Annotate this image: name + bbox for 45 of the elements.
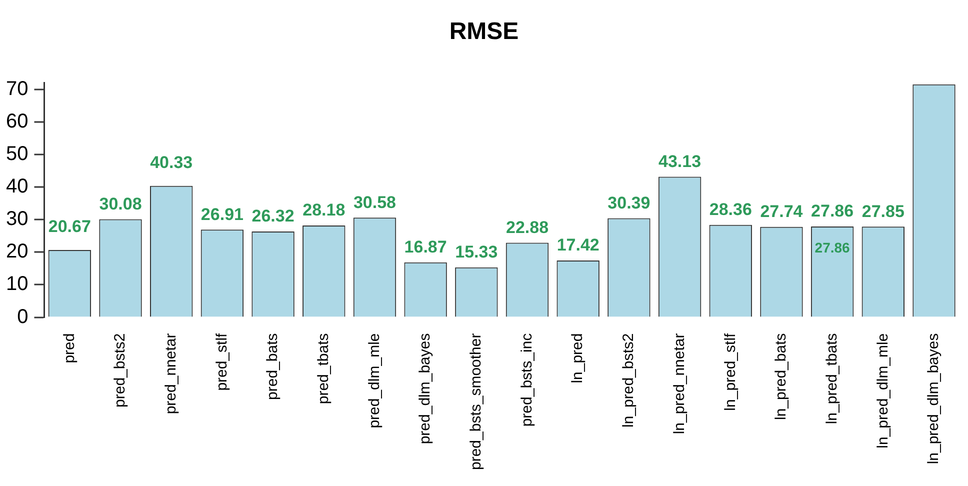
y-tick-label: 60 bbox=[6, 110, 28, 132]
x-tick-label: ln_pred bbox=[569, 333, 586, 384]
data-label: 26.32 bbox=[252, 206, 294, 226]
chart-title: RMSE bbox=[449, 18, 519, 46]
x-tick-label: ln_pred_tbats bbox=[823, 333, 840, 424]
x-tick-label: ln_pred_bats bbox=[772, 333, 790, 420]
y-tick-label: 10 bbox=[6, 273, 28, 296]
x-tick-label: ln_pred_dlm_bayes bbox=[925, 333, 942, 464]
y-tick-label: 0 bbox=[17, 306, 28, 328]
y-tick-label: 30 bbox=[6, 208, 28, 230]
data-label: 30.58 bbox=[353, 192, 396, 212]
x-tick-label: ln_pred_nnetar bbox=[670, 333, 688, 434]
data-label: 15.33 bbox=[455, 242, 498, 262]
x-tick-label: pred_tbats bbox=[315, 333, 332, 404]
y-tick-label: 20 bbox=[6, 240, 28, 263]
x-tick-label: pred_bsts_smoother bbox=[468, 333, 485, 470]
data-label: 27.86 bbox=[811, 202, 854, 221]
data-label: 40.33 bbox=[150, 153, 193, 172]
x-tick-label: pred_bsts_inc bbox=[518, 332, 536, 427]
data-label: 30.39 bbox=[608, 193, 650, 212]
x-tick-label: pred_bats bbox=[264, 333, 282, 400]
y-tick-label: 50 bbox=[6, 142, 28, 165]
data-label: 28.18 bbox=[302, 200, 346, 220]
x-tick-label: pred_dlm_bayes bbox=[416, 333, 434, 444]
data-label: 27.85 bbox=[862, 202, 904, 221]
x-tick-label: ln_pred_stlf bbox=[722, 332, 739, 411]
data-label: 22.88 bbox=[506, 218, 549, 237]
x-tick-label: pred_bsts2 bbox=[112, 333, 129, 408]
x-tick-label: ln_pred_bsts2 bbox=[620, 333, 638, 428]
annotation: 27.86 bbox=[814, 240, 850, 256]
data-label: 43.13 bbox=[658, 152, 702, 171]
data-label: 26.91 bbox=[200, 204, 244, 224]
data-label: 27.74 bbox=[760, 202, 804, 222]
data-label: 20.67 bbox=[48, 217, 91, 236]
y-tick-label: 70 bbox=[6, 78, 28, 100]
x-tick-label: pred_dlm_mle bbox=[366, 333, 383, 428]
y-tick-label: 40 bbox=[6, 176, 28, 198]
x-tick-label: ln_pred_dlm_mle bbox=[874, 333, 892, 448]
x-tick-label: pred_stlf bbox=[213, 332, 230, 391]
x-tick-label: pred_nnetar bbox=[162, 333, 180, 414]
data-label: 30.08 bbox=[99, 194, 142, 214]
x-tick-label: pred bbox=[60, 333, 78, 364]
data-label: 16.87 bbox=[404, 238, 447, 257]
data-label: 28.36 bbox=[709, 200, 752, 220]
data-label: 17.42 bbox=[556, 236, 600, 255]
